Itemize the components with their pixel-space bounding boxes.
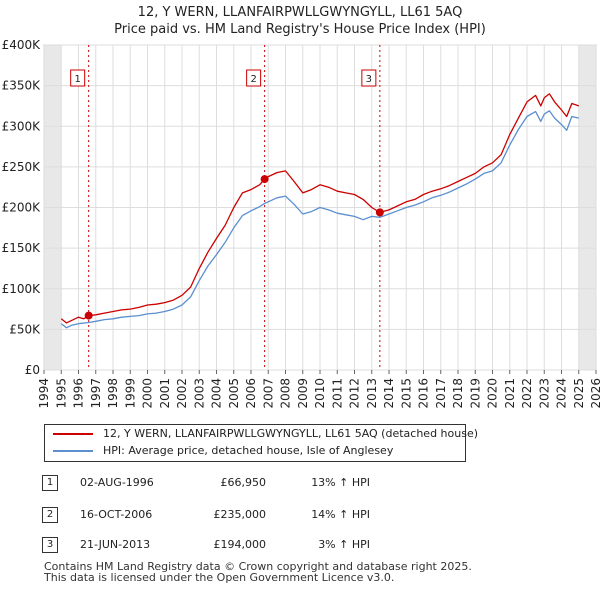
y-tick-label: £250K — [2, 160, 42, 174]
x-tick-label: 2004 — [210, 378, 224, 409]
transaction-row-2: 2 16-OCT-2006 £235,000 14% ↑ HPI — [0, 505, 600, 525]
x-tick-label: 2002 — [175, 378, 189, 409]
transaction-date-1: 02-AUG-1996 — [80, 476, 154, 489]
x-tick-label: 1997 — [89, 378, 103, 409]
sale-point — [375, 208, 384, 217]
x-tick-label: 2001 — [158, 378, 172, 409]
x-tick-label: 2000 — [141, 378, 155, 409]
transaction-price-1: £66,950 — [220, 476, 267, 489]
transaction-hpi-2: 14% ↑ HPI — [311, 508, 370, 521]
sale-number-box — [70, 69, 86, 87]
transaction-hpi-3: 3% ↑ HPI — [318, 538, 370, 551]
x-tick-label: 1999 — [123, 378, 137, 409]
transaction-row-3: 3 21-JUN-2013 £194,000 3% ↑ HPI — [0, 535, 600, 555]
transaction-price-3: £194,000 — [213, 538, 267, 551]
y-tick-label: £350K — [2, 79, 42, 93]
hpi-series-line — [60, 110, 579, 329]
y-tick-label: £400K — [2, 38, 42, 52]
price-chart: 1 2 3 £0 £50K £100K £150K £200K £250K £300K £350K… — [2, 38, 600, 409]
transaction-hpi-1: 13% ↑ HPI — [311, 476, 370, 489]
sale-number-label: 1 — [74, 74, 80, 85]
x-tick-label: 2011 — [330, 378, 344, 409]
x-tick-label: 1998 — [106, 378, 120, 409]
transaction-date-3: 21-JUN-2013 — [80, 538, 151, 551]
x-tick-label: 1995 — [54, 378, 68, 409]
x-tick-label: 2003 — [192, 378, 206, 409]
x-tick-label: 2008 — [279, 378, 293, 409]
sale-number-box — [246, 69, 262, 87]
x-tick-label: 2017 — [434, 378, 448, 409]
sale-point — [260, 175, 269, 184]
x-tick-label: 2020 — [486, 378, 500, 409]
title-line-1: 12, Y WERN, LLANFAIRPWLLGWYNGYLL, LL61 5… — [137, 5, 463, 20]
footer-note: Contains HM Land Registry data © Crown c… — [44, 561, 472, 583]
y-tick-label: £150K — [2, 241, 42, 255]
sale-point — [84, 311, 93, 320]
x-tick-label: 2012 — [348, 378, 362, 409]
y-tick-label: £200K — [2, 201, 42, 215]
transaction-price-2: £235,000 — [213, 508, 267, 521]
x-tick-label: 2018 — [451, 378, 465, 409]
x-tick-label: 1994 — [37, 378, 51, 409]
y-tick-label: £100K — [2, 282, 42, 296]
chart-title: 12, Y WERN, LLANFAIRPWLLGWYNGYLL, LL61 5… — [0, 4, 600, 38]
legend-swatch-hpi — [53, 450, 93, 452]
legend-label-hpi: HPI: Average price, detached house, Isle… — [103, 444, 394, 457]
x-tick-label: 2026 — [589, 378, 600, 409]
transaction-date-2: 16-OCT-2006 — [80, 508, 153, 521]
sale-number-label: 3 — [366, 74, 372, 85]
x-tick-label: 2009 — [296, 378, 310, 409]
transaction-badge-2: 2 — [42, 507, 58, 523]
footer-line-1: Contains HM Land Registry data © Crown c… — [44, 560, 472, 573]
title-line-2: Price paid vs. HM Land Registry's House … — [114, 22, 486, 37]
x-tick-label: 2007 — [261, 378, 275, 409]
y-tick-label: £300K — [2, 119, 42, 133]
legend-swatch-property — [53, 433, 93, 435]
x-tick-label: 2022 — [520, 378, 534, 409]
sale-number-box — [361, 69, 377, 87]
x-tick-label: 1996 — [72, 378, 86, 409]
y-tick-label: £50K — [9, 322, 41, 336]
x-tick-label: 2013 — [365, 378, 379, 409]
footer-line-2: This data is licensed under the Open Gov… — [44, 571, 395, 584]
y-tick-label: £0 — [25, 363, 40, 377]
x-tick-label: 2005 — [227, 378, 241, 409]
x-tick-label: 2025 — [572, 378, 586, 409]
property-series-line — [60, 93, 580, 324]
x-tick-label: 2021 — [503, 378, 517, 409]
x-tick-label: 2006 — [244, 378, 258, 409]
transaction-badge-3: 3 — [42, 537, 58, 553]
sale-number-label: 2 — [250, 74, 256, 85]
transaction-row-1: 1 02-AUG-1996 £66,950 13% ↑ HPI — [0, 473, 600, 493]
legend-label-property: 12, Y WERN, LLANFAIRPWLLGWYNGYLL, LL61 5… — [103, 427, 479, 440]
x-tick-label: 2010 — [313, 378, 327, 409]
x-tick-label: 2024 — [555, 378, 569, 409]
x-tick-label: 2016 — [417, 378, 431, 409]
x-tick-label: 2023 — [537, 378, 551, 409]
transaction-badge-1: 1 — [42, 475, 58, 491]
x-tick-label: 2015 — [399, 378, 413, 409]
x-tick-label: 2019 — [468, 378, 482, 409]
legend: 12, Y WERN, LLANFAIRPWLLGWYNGYLL, LL61 5… — [44, 424, 478, 462]
x-tick-label: 2014 — [382, 378, 396, 409]
